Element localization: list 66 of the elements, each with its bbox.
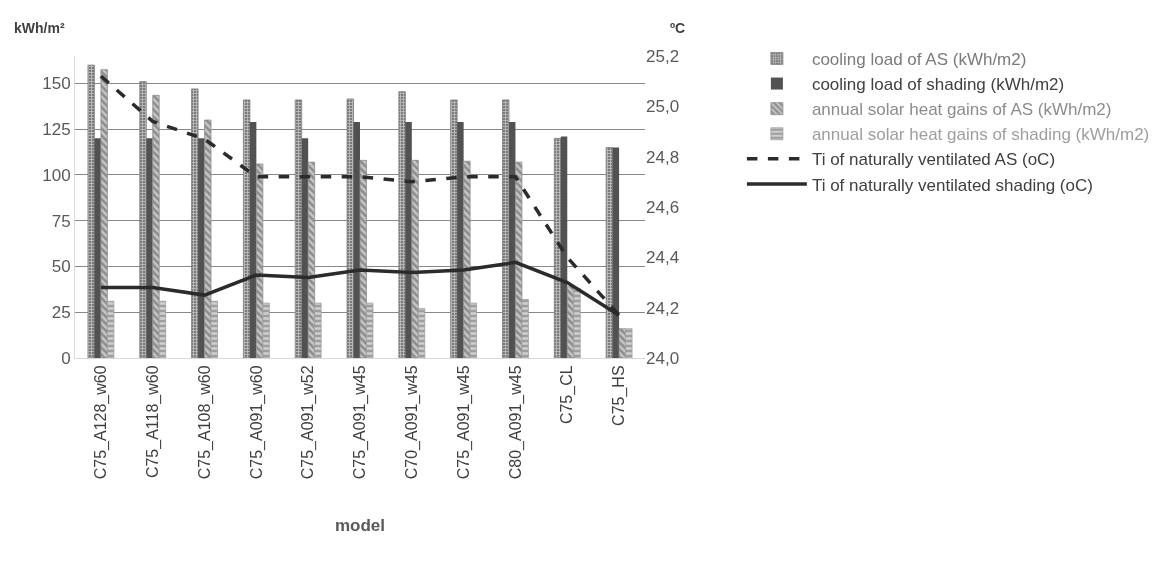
bar	[605, 147, 614, 358]
bar	[198, 138, 205, 358]
y2-tick-label: 24,6	[646, 197, 680, 217]
y2-tick-label: 24,0	[646, 348, 680, 368]
x-tick-label: C70_A091_w45	[403, 365, 422, 480]
bar	[553, 137, 562, 358]
text: annual solar heat gains of AS (kWh/m2)	[811, 100, 1112, 120]
bar	[139, 81, 147, 358]
x-tick-label: C75_A108_w60	[195, 365, 214, 480]
bar	[398, 91, 406, 358]
y-tick-label: 50	[51, 257, 71, 277]
x-tick-label: C80_A091_w45	[506, 365, 525, 480]
y2-tick-label: 24,2	[646, 298, 680, 318]
y-tick-label: 100	[42, 165, 71, 185]
bar	[346, 98, 354, 358]
x-tick-label: C75_A091_w45	[454, 365, 473, 480]
x-tick-label: C75_A118_w60	[143, 365, 162, 479]
x-tick-label: C75_A091_w45	[351, 365, 370, 480]
x-tick-label: C75_HS	[610, 365, 629, 426]
y-tick-label: 125	[42, 120, 71, 140]
legend-label: cooling load of shading (kWh/m2)	[811, 75, 1065, 95]
text: cooling load of AS (kWh/m2)	[811, 50, 1027, 70]
bar	[366, 302, 374, 358]
bar	[450, 99, 458, 358]
legend-label: Ti of naturally ventilated AS (oC)	[811, 150, 1056, 170]
bar	[573, 288, 581, 358]
bar	[618, 328, 626, 358]
bar	[87, 64, 95, 358]
y-tick-label: 0	[61, 348, 71, 368]
y2-tick-label: 25,0	[646, 97, 680, 117]
legend-label: Ti of naturally ventilated shading (oC)	[811, 175, 1093, 195]
bar	[502, 99, 510, 358]
bar	[417, 308, 426, 358]
y-tick-label: 25	[51, 303, 71, 323]
bar	[625, 328, 633, 358]
x-tick-label: C75_CL	[558, 365, 577, 425]
bar	[314, 302, 322, 358]
y-tick-label: 150	[42, 74, 71, 94]
bar	[106, 300, 115, 358]
y2-tick-label: 25,2	[646, 46, 680, 66]
bar	[191, 88, 199, 358]
bar	[158, 300, 167, 358]
x-tick-label: C75_A091_w52	[299, 365, 318, 480]
x-axis-title: model	[334, 515, 386, 535]
bar	[94, 138, 101, 358]
bar	[210, 300, 218, 358]
bar	[405, 121, 412, 358]
y2-axis-title: ºC	[670, 20, 686, 36]
bar	[560, 136, 568, 358]
y2-tick-label: 24,8	[646, 147, 680, 167]
x-tick-label: C75_A128_w60	[92, 365, 111, 480]
text: annual solar heat gains of shading (kWh/m2)	[811, 125, 1150, 145]
y-tick-label: 75	[51, 211, 71, 231]
bar	[294, 99, 303, 358]
bar	[243, 99, 251, 358]
bar	[249, 121, 257, 358]
bar	[469, 302, 477, 358]
y-axis-title: kWh/m²	[14, 20, 65, 36]
bar	[146, 138, 153, 358]
bar	[457, 121, 464, 358]
y2-tick-label: 24,4	[646, 248, 680, 268]
bar	[301, 138, 309, 358]
bar	[508, 121, 516, 358]
bar	[262, 302, 270, 358]
x-tick-label: C75_A091_w60	[247, 365, 266, 480]
bar	[521, 299, 529, 358]
